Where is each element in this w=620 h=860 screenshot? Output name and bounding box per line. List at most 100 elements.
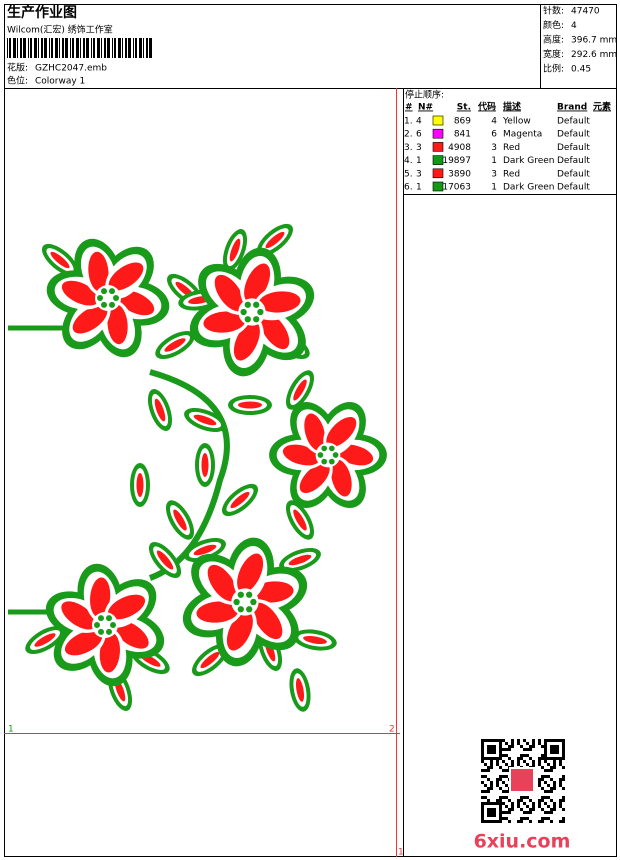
column-header: St.	[457, 103, 471, 113]
row-brand: Default	[557, 169, 590, 179]
qr-cell	[502, 781, 505, 784]
qr-cell	[502, 790, 505, 793]
qr-cell	[523, 796, 526, 799]
petal	[203, 311, 246, 333]
bar	[65, 38, 68, 58]
row-name: Magenta	[503, 130, 542, 140]
qr-cell	[505, 811, 508, 814]
qr-cell	[499, 766, 502, 769]
qr-cell	[490, 781, 493, 784]
design-file: GZHC2047.emb	[35, 64, 107, 74]
petal	[304, 413, 326, 451]
qr-cell	[553, 784, 556, 787]
qr-cell	[547, 784, 550, 787]
qr-cell	[529, 808, 532, 811]
row-code: 1	[491, 156, 497, 166]
qr-cell	[517, 739, 520, 742]
qr-cell	[505, 805, 508, 808]
row-code: 1	[491, 183, 497, 193]
qr-cell	[553, 787, 556, 790]
row-n: 3	[416, 169, 422, 179]
color-swatch	[432, 128, 444, 139]
qr-cell	[481, 769, 484, 772]
leaf	[200, 651, 220, 669]
leaf	[265, 231, 285, 249]
qr-cell	[532, 805, 535, 808]
row-stitches: 841	[454, 130, 471, 140]
bar	[91, 38, 92, 58]
label: 色位:	[7, 75, 28, 87]
leaf	[230, 491, 250, 509]
studio: Wilcom(汇宏) 绣饰工作室	[7, 24, 113, 36]
qr-cell	[541, 820, 544, 823]
flower-dot	[110, 622, 116, 628]
flower-dot	[113, 295, 119, 301]
info-value: 0.45	[571, 65, 591, 75]
qr-cell	[562, 778, 565, 781]
bar	[17, 38, 18, 58]
column-header: 元素	[593, 101, 611, 113]
qr-cell	[529, 811, 532, 814]
qr-cell	[511, 760, 514, 763]
qr-cell	[550, 778, 553, 781]
leaf	[173, 509, 187, 531]
bar	[70, 38, 71, 58]
petal	[90, 577, 111, 618]
qr-cell	[523, 748, 526, 751]
bar	[97, 38, 100, 58]
qr-cell	[550, 808, 553, 811]
qr-cell	[544, 796, 547, 799]
leaf	[293, 509, 307, 531]
bar	[104, 38, 106, 58]
qr-cell	[526, 763, 529, 766]
qr-cell	[520, 817, 523, 820]
flower-dot	[250, 598, 257, 606]
petal	[259, 312, 290, 350]
qr-cell	[517, 757, 520, 760]
qr-cell	[538, 805, 541, 808]
qr-cell	[508, 811, 511, 814]
row-stitches: 869	[454, 117, 471, 127]
bar	[49, 38, 50, 58]
qr-cell	[523, 754, 526, 757]
qr-cell	[505, 817, 508, 820]
flower-dot	[246, 591, 253, 598]
row-n: 6	[416, 130, 422, 140]
qr-cell	[511, 805, 514, 808]
qr-cell	[547, 817, 550, 820]
leaf	[201, 453, 209, 477]
marker: 1	[8, 725, 14, 735]
qr-cell	[502, 775, 505, 778]
flower-dot	[253, 301, 260, 308]
flower-dot	[98, 615, 104, 622]
petal	[99, 632, 120, 673]
qr-cell	[538, 763, 541, 766]
flower-dot	[94, 622, 100, 628]
qr-cell	[541, 766, 544, 769]
qr-cell	[502, 760, 505, 763]
bar	[139, 38, 142, 58]
qr-cell	[526, 811, 529, 814]
row-name: Red	[503, 169, 520, 179]
qr-cell	[520, 820, 523, 823]
qr-cell	[508, 745, 511, 748]
qr-cell	[505, 748, 508, 751]
qr-cell	[547, 805, 550, 808]
row-code: 3	[491, 143, 497, 153]
row-code: 3	[491, 169, 497, 179]
qr-cell	[508, 748, 511, 751]
qr-cell	[559, 799, 562, 802]
qr-cell	[541, 799, 544, 802]
qr-cell	[484, 796, 487, 799]
qr-cell	[529, 799, 532, 802]
qr-cell	[505, 796, 508, 799]
qr-cell	[505, 769, 508, 772]
flower-dot	[97, 295, 103, 301]
leaf	[154, 398, 166, 422]
qr-cell	[502, 769, 505, 772]
bar	[149, 38, 152, 58]
title: 生产作业图	[7, 4, 77, 21]
row-name: Red	[503, 143, 520, 153]
row-n: 1	[416, 183, 422, 193]
